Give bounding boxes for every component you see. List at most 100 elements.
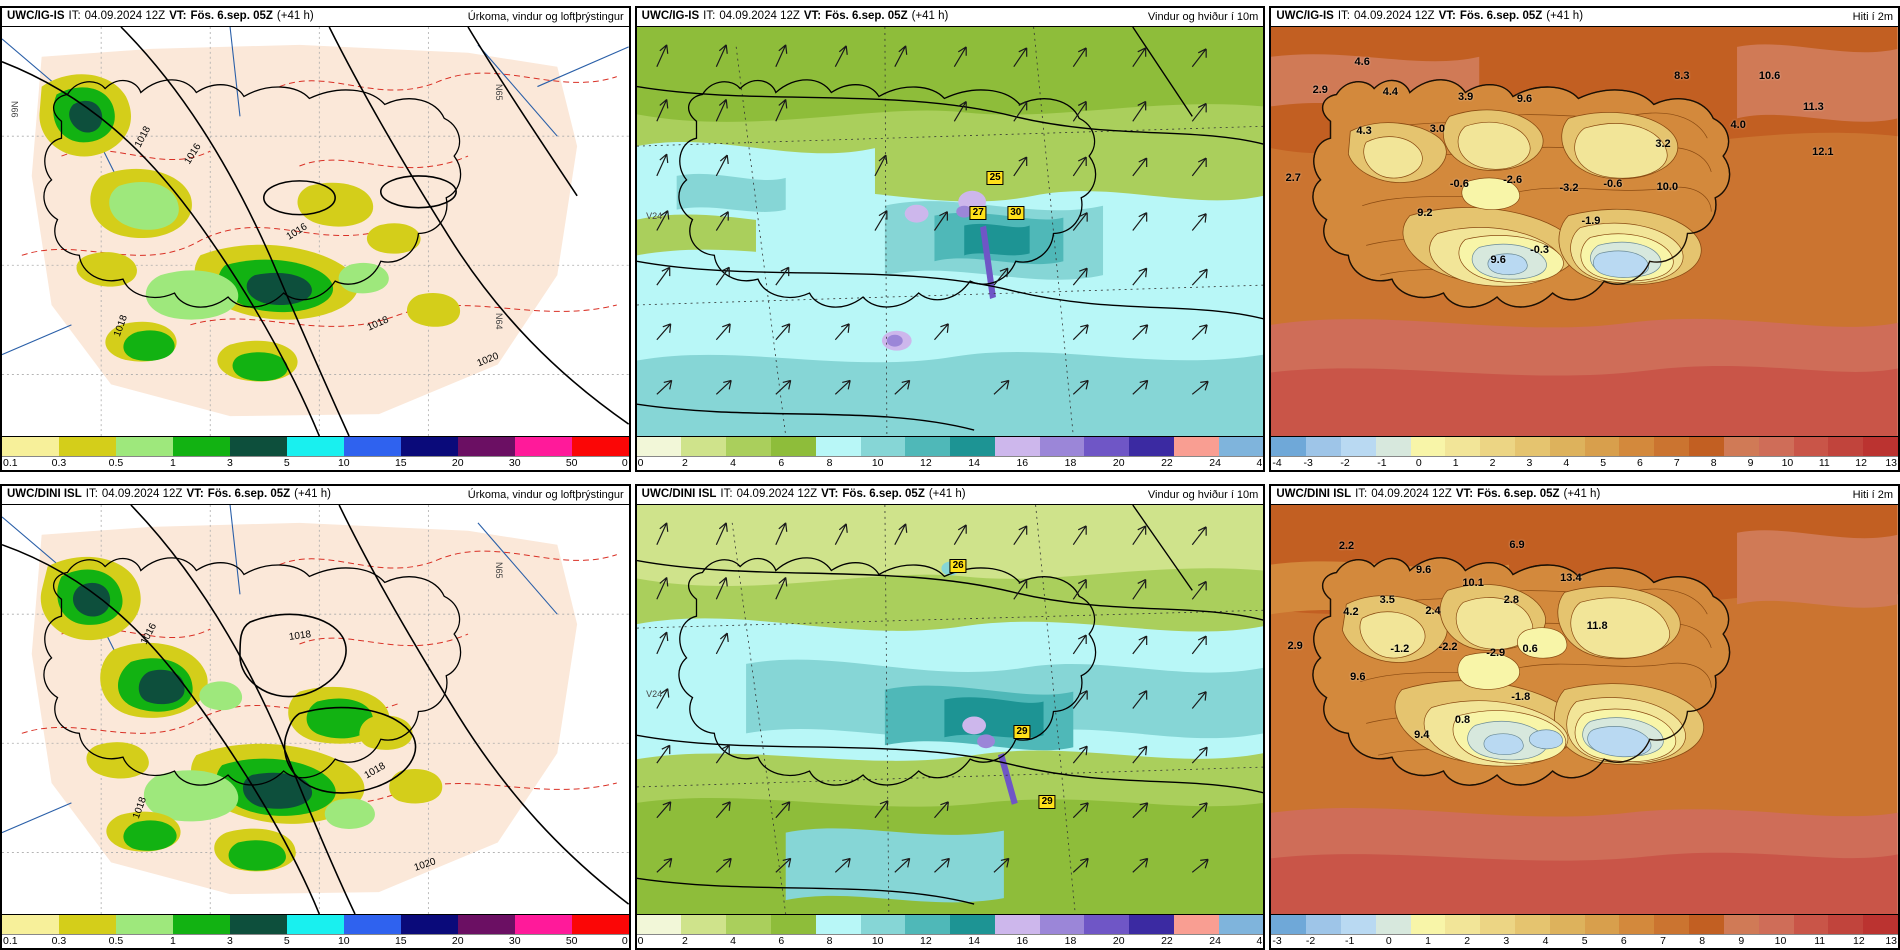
colorbar-swatch-17 bbox=[1863, 437, 1898, 456]
colorbar-swatch-7 bbox=[400, 437, 458, 456]
init-time-label: IT: bbox=[1337, 10, 1350, 23]
field-title: Úrkoma, vindur og loftþrýstingur bbox=[467, 10, 624, 23]
colorbar-swatch-12 bbox=[1689, 915, 1724, 934]
colorbar-tick-1: 2 bbox=[681, 935, 688, 947]
colorbar-temp[interactable]: -3 -2 -1 0 1 2 3 4 5 6 7 8 9 10 11 12 13 bbox=[1271, 914, 1899, 948]
colorbar-tick-3: 6 bbox=[778, 935, 785, 947]
colorbar-swatch-12 bbox=[1689, 437, 1724, 456]
wind-map-graphic bbox=[636, 505, 1264, 914]
colorbar-tick-0: 0 bbox=[637, 457, 644, 469]
colorbar-swatch-5 bbox=[286, 915, 344, 934]
panel-wind-ig-is[interactable]: UWC/IG-IS IT: 04.09.2024 12Z VT: Fös. 6.… bbox=[634, 6, 1266, 472]
colorbar-swatch-11 bbox=[1654, 915, 1690, 934]
temp-map-graphic bbox=[1271, 505, 1899, 914]
colorbar-swatch-6 bbox=[343, 915, 401, 934]
colorbar-tick-4: 3 bbox=[226, 935, 233, 947]
map-canvas-wind-ig-is[interactable]: 25 27 30 V24 bbox=[636, 27, 1264, 436]
graticule-label-lon: V24 bbox=[646, 211, 663, 222]
valid-time-value: Fös. 6.sep. 05Z bbox=[842, 488, 925, 501]
colorbar-tick-16: 12 bbox=[1855, 457, 1867, 469]
colorbar-swatch-2 bbox=[1340, 915, 1376, 934]
panel-temp-ig-is[interactable]: UWC/IG-IS IT: 04.09.2024 12Z VT: Fös. 6.… bbox=[1269, 6, 1900, 472]
colorbar-tick-7: 15 bbox=[394, 935, 407, 947]
panel-wind-dini-isl[interactable]: UWC/DINI ISL IT: 04.09.2024 12Z VT: Fös.… bbox=[634, 484, 1266, 950]
colorbar-ticks: -4 -3 -2 -1 0 1 2 3 4 5 6 7 8 9 10 11 12 13 bbox=[1271, 456, 1899, 470]
colorbar-tick-0: 0.1 bbox=[3, 457, 18, 469]
colorbar-swatch-4 bbox=[229, 437, 287, 456]
colorbar-swatch-10 bbox=[571, 915, 629, 934]
field-title: Hiti í 2m bbox=[1852, 10, 1894, 23]
colorbar-swatch-6 bbox=[905, 437, 951, 456]
colorbar-precip[interactable]: 0.1 0.3 0.5 1 3 5 10 15 20 30 50 0 bbox=[2, 914, 629, 948]
colorbar-tick-4: 8 bbox=[826, 935, 833, 947]
colorbar-temp[interactable]: -4 -3 -2 -1 0 1 2 3 4 5 6 7 8 9 10 11 12 13 bbox=[1271, 436, 1899, 470]
colorbar-swatch-6 bbox=[343, 437, 401, 456]
temp-label: -0.6 bbox=[1449, 177, 1469, 190]
temp-label: 10.6 bbox=[1758, 70, 1781, 83]
colorbar-wind[interactable]: 0 2 4 6 8 10 12 14 16 18 20 22 24 4 bbox=[636, 914, 1264, 948]
panel-precip-ig-is[interactable]: UWC/IG-IS IT: 04.09.2024 12Z VT: Fös. 6.… bbox=[0, 6, 631, 472]
colorbar-tick-9: 18 bbox=[1064, 935, 1077, 947]
colorbar-swatch-4 bbox=[1410, 437, 1446, 456]
colorbar-tick-9: 30 bbox=[508, 457, 521, 469]
colorbar-tick-11: 7 bbox=[1673, 457, 1680, 469]
colorbar-swatch-1 bbox=[58, 437, 116, 456]
map-canvas-precip-dini-isl[interactable]: 1018 1016 1018 1020 1018 N65 bbox=[2, 505, 629, 914]
colorbar-swatches bbox=[2, 915, 629, 934]
lead-time: (+41 h) bbox=[276, 10, 314, 23]
model-name: UWC/DINI ISL bbox=[1276, 488, 1352, 501]
field-title: Vindur og hviður í 10m bbox=[1147, 10, 1259, 23]
colorbar-swatch-15 bbox=[1793, 437, 1829, 456]
colorbar-swatch-3 bbox=[1375, 437, 1411, 456]
panel-header: UWC/DINI ISL IT: 04.09.2024 12Z VT: Fös.… bbox=[636, 486, 1264, 505]
colorbar-tick-0: 0.1 bbox=[3, 935, 18, 947]
map-canvas-temp-dini-isl[interactable]: 2.2 6.9 9.6 10.1 13.4 3.5 2.8 2.4 4.2 11… bbox=[1271, 505, 1899, 914]
map-canvas-precip-ig-is[interactable]: 1016 1018 1016 1018 1020 1018 N66 N65 N6… bbox=[2, 27, 629, 436]
colorbar-swatch-13 bbox=[1218, 437, 1264, 456]
colorbar-wind[interactable]: 0 2 4 6 8 10 12 14 16 18 20 22 24 4 bbox=[636, 436, 1264, 470]
colorbar-swatch-11 bbox=[1129, 437, 1174, 456]
colorbar-swatch-16 bbox=[1828, 915, 1864, 934]
colorbar-swatch-7 bbox=[950, 915, 995, 934]
colorbar-tick-17: 13 bbox=[1885, 457, 1898, 469]
colorbar-tick-8: 4 bbox=[1563, 457, 1570, 469]
colorbar-swatch-5 bbox=[860, 915, 906, 934]
colorbar-tick-10: 20 bbox=[1112, 457, 1125, 469]
colorbar-swatches bbox=[1271, 915, 1898, 934]
colorbar-tick-11: 22 bbox=[1161, 457, 1173, 469]
colorbar-tick-8: 16 bbox=[1016, 457, 1029, 469]
colorbar-swatch-4 bbox=[815, 437, 861, 456]
colorbar-tick-4: 0 bbox=[1415, 457, 1422, 469]
temp-label: 4.3 bbox=[1356, 125, 1372, 138]
colorbar-precip[interactable]: 0.1 0.3 0.5 1 3 5 10 15 20 30 50 0 bbox=[2, 436, 629, 470]
model-name: UWC/IG-IS bbox=[7, 10, 65, 23]
colorbar-tick-15: 12 bbox=[1853, 935, 1865, 947]
valid-time-label: VT: bbox=[821, 488, 839, 501]
gust-label: 26 bbox=[949, 558, 967, 573]
temp-label: 9.2 bbox=[1417, 207, 1433, 220]
panel-precip-dini-isl[interactable]: UWC/DINI ISL IT: 04.09.2024 12Z VT: Fös.… bbox=[0, 484, 631, 950]
colorbar-swatch-11 bbox=[1129, 915, 1174, 934]
lead-time: (+41 h) bbox=[911, 10, 949, 23]
colorbar-swatches bbox=[636, 437, 1264, 456]
map-canvas-temp-ig-is[interactable]: 4.6 2.9 4.4 3.9 9.6 8.3 10.6 11.3 4.0 3.… bbox=[1271, 27, 1899, 436]
temp-label: 9.6 bbox=[1516, 92, 1533, 105]
colorbar-ticks: 0 2 4 6 8 10 12 14 16 18 20 22 24 4 bbox=[636, 456, 1264, 470]
colorbar-tick-16: 13 bbox=[1885, 935, 1898, 947]
colorbar-tick-3: 1 bbox=[169, 457, 176, 469]
colorbar-swatch-0 bbox=[636, 915, 682, 934]
colorbar-swatch-10 bbox=[1619, 915, 1655, 934]
colorbar-swatch-3 bbox=[770, 915, 816, 934]
colorbar-swatch-17 bbox=[1863, 915, 1898, 934]
panel-temp-dini-isl[interactable]: UWC/DINI ISL IT: 04.09.2024 12Z VT: Fös.… bbox=[1269, 484, 1900, 950]
colorbar-tick-1: 0.3 bbox=[51, 935, 67, 947]
colorbar-tick-14: 10 bbox=[1781, 457, 1794, 469]
colorbar-swatch-0 bbox=[2, 915, 59, 934]
graticule-label-lat: N64 bbox=[493, 313, 504, 330]
colorbar-tick-5: 10 bbox=[871, 935, 884, 947]
map-canvas-wind-dini-isl[interactable]: 26 29 29 V24 bbox=[636, 505, 1264, 914]
temp-label: -0.6 bbox=[1603, 177, 1623, 190]
colorbar-tick-4: 3 bbox=[226, 457, 233, 469]
colorbar-tick-2: 4 bbox=[730, 935, 736, 947]
valid-time-value: Fös. 6.sep. 05Z bbox=[1459, 10, 1543, 23]
